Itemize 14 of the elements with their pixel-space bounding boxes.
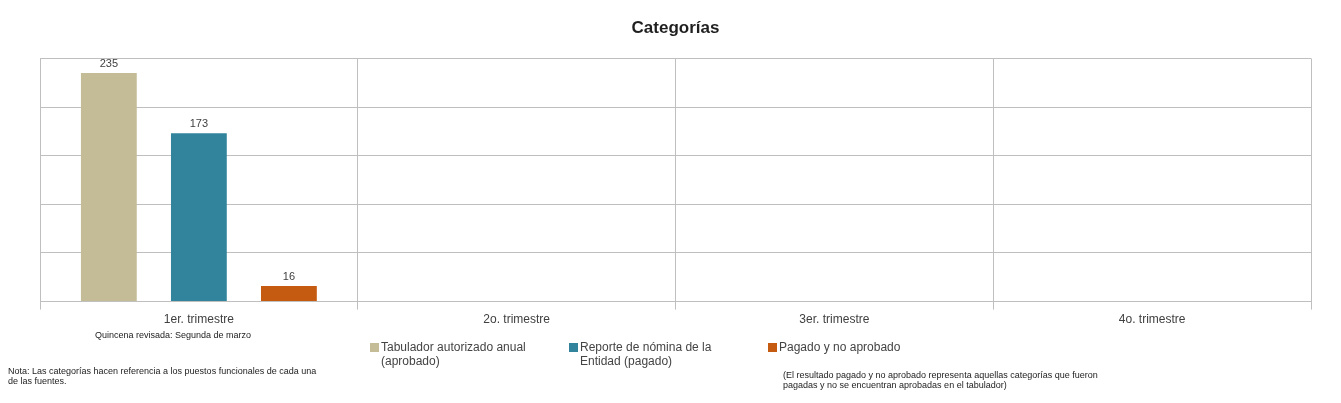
legend-label: Tabulador autorizado anual (aprobado): [381, 340, 527, 368]
legend-label: Reporte de nómina de la Entidad (pagado): [580, 340, 713, 368]
text: Nota: Las categorías hacen referencia a los puestos funcionales de cada una de las fuentes.: [8, 366, 318, 386]
data-label: 235: [99, 56, 119, 69]
x-tick-label: 3er. trimestre: [799, 312, 870, 327]
chart-title: Categorías: [631, 17, 720, 37]
data-label: 16: [282, 269, 296, 282]
data-label: 173: [189, 116, 209, 129]
text: (El resultado pagado y no aprobado representa aquellas categorías que fueron pagadas y no se encuentran aprobadas en el tabulador): [783, 370, 1099, 390]
text: Quincena revisada: Segunda de marzo: [95, 330, 253, 340]
legend-label: Pagado y no aprobado: [779, 340, 901, 354]
x-tick-label: 4o. trimestre: [1118, 312, 1186, 327]
x-tick-label: 2o. trimestre: [483, 312, 551, 327]
x-tick-label: 1er. trimestre: [163, 312, 235, 327]
